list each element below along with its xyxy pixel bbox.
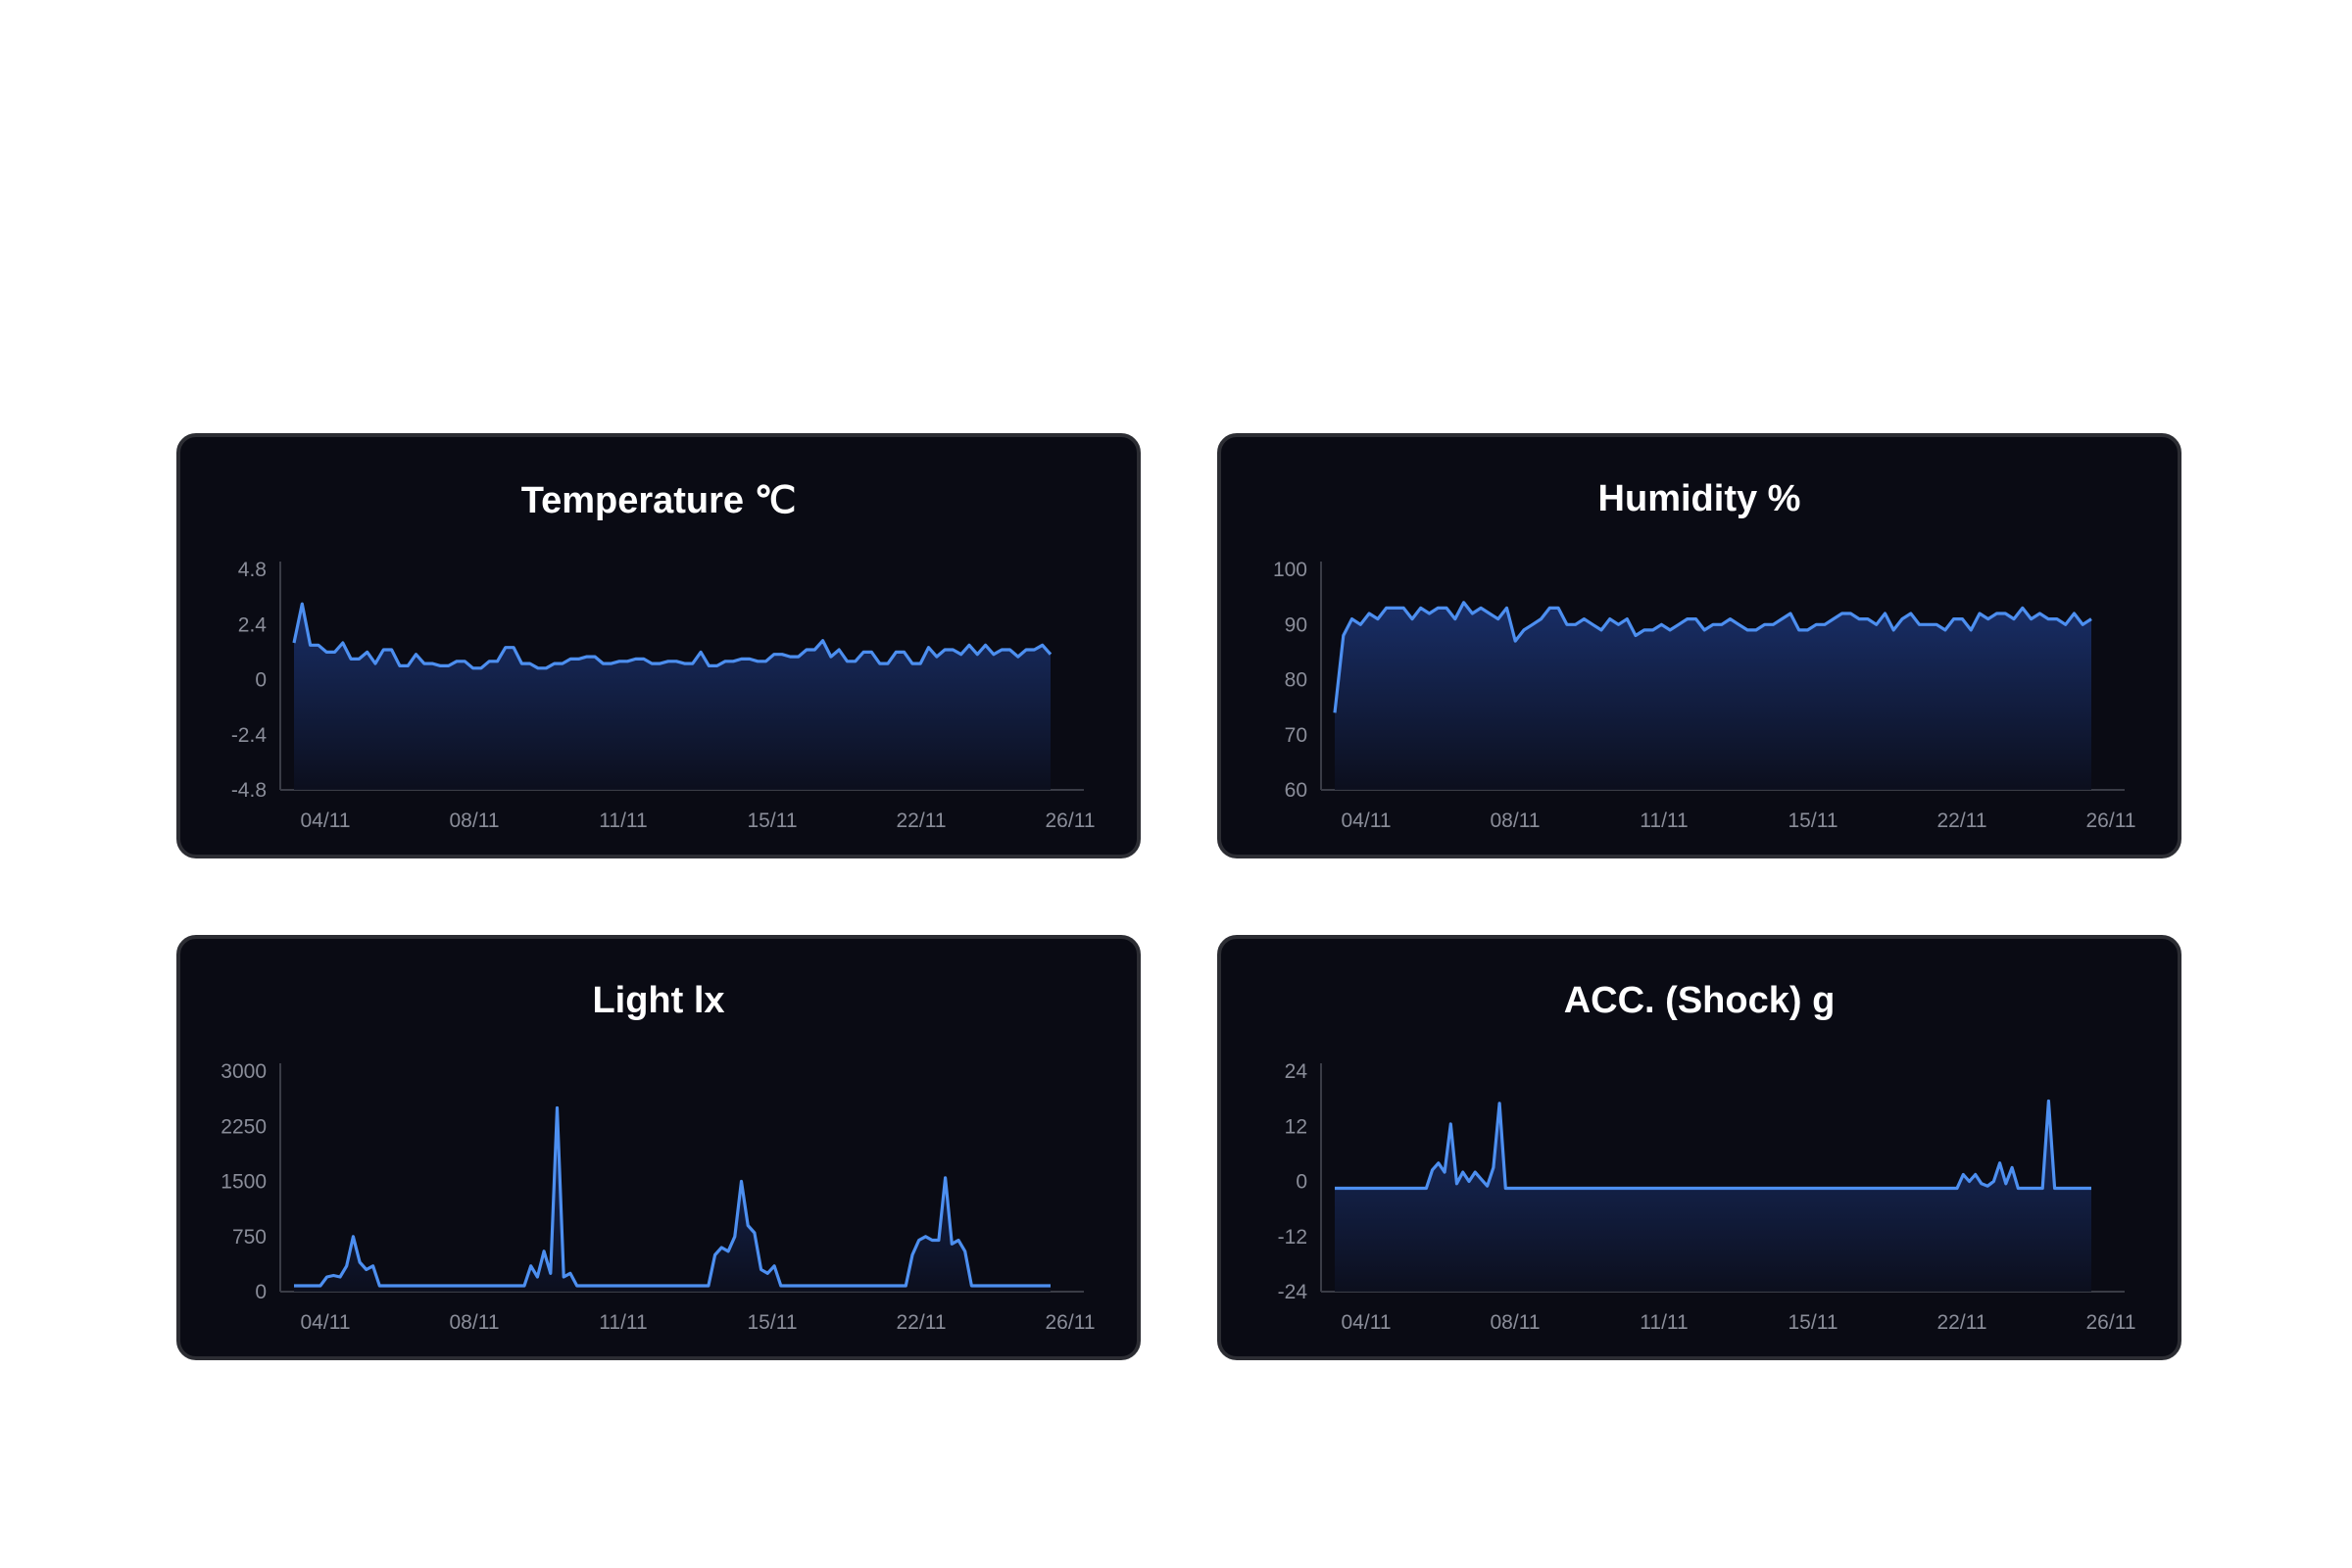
- temperature-chart: 4.8 2.4 0 -2.4 -4.8 04/11 08/11 11/11 15/11 22/11…: [231, 559, 1096, 832]
- y-tick-label: 60: [1285, 779, 1307, 802]
- x-tick-label: 08/11: [450, 1311, 500, 1334]
- humidity-chart-card: Humidity % 100 90 80 70 60 04/11 08/11 11/11 15/…: [1217, 433, 2181, 858]
- series-area: [1335, 602, 2091, 790]
- y-tick-label: 12: [1285, 1115, 1307, 1138]
- y-tick-label: 0: [255, 669, 267, 692]
- x-tick-label: 26/11: [2086, 1311, 2136, 1334]
- light-chart-card: Light lx 3000 2250 1500 750 0 04/11 08/11 11/11…: [176, 935, 1141, 1360]
- series-area: [294, 604, 1051, 790]
- chart-title: Temperature ℃: [520, 480, 797, 521]
- x-tick-label: 15/11: [748, 1311, 798, 1334]
- y-tick-label: 80: [1285, 669, 1307, 692]
- x-tick-label: 11/11: [1640, 809, 1688, 832]
- x-tick-label: 11/11: [599, 1311, 647, 1334]
- y-tick-label: 0: [255, 1281, 267, 1303]
- light-chart: 3000 2250 1500 750 0 04/11 08/11 11/11 15/11 22/1…: [220, 1060, 1096, 1334]
- x-tick-label: 15/11: [1788, 1311, 1838, 1334]
- x-tick-label: 04/11: [301, 809, 351, 832]
- y-tick-label: 2.4: [238, 613, 268, 636]
- series-area: [294, 1107, 1051, 1292]
- y-tick-label: -24: [1278, 1281, 1308, 1303]
- x-tick-label: 08/11: [450, 809, 500, 832]
- x-tick-label: 26/11: [1046, 1311, 1096, 1334]
- y-tick-label: 2250: [220, 1115, 267, 1138]
- series-area: [1335, 1101, 2091, 1292]
- y-tick-label: 90: [1285, 613, 1307, 636]
- y-tick-label: 100: [1273, 559, 1307, 581]
- humidity-chart: 100 90 80 70 60 04/11 08/11 11/11 15/11 22/11 26/1…: [1273, 559, 2136, 832]
- series-line: [1333, 601, 2092, 713]
- x-tick-label: 22/11: [1937, 809, 1987, 832]
- y-tick-label: 24: [1285, 1060, 1308, 1083]
- x-tick-label: 08/11: [1491, 1311, 1541, 1334]
- series-line: [294, 1105, 1051, 1288]
- x-tick-label: 26/11: [2086, 809, 2136, 832]
- x-tick-label: 22/11: [897, 809, 947, 832]
- chart-title: Light lx: [592, 980, 725, 1021]
- y-tick-label: 70: [1285, 724, 1307, 747]
- series-line: [1335, 1099, 2091, 1191]
- x-tick-label: 22/11: [897, 1311, 947, 1334]
- y-tick-label: 750: [232, 1226, 267, 1249]
- temperature-chart-card: Temperature ℃ 4.8 2.4 0 -2.4 -4.8 04/11 08/11 1…: [176, 433, 1141, 858]
- y-tick-label: 0: [1296, 1171, 1307, 1194]
- chart-title: ACC. (Shock) g: [1563, 980, 1836, 1021]
- y-tick-label: 3000: [220, 1060, 267, 1083]
- x-tick-label: 26/11: [1046, 809, 1096, 832]
- series-line: [292, 602, 1053, 670]
- x-tick-label: 15/11: [1788, 809, 1838, 832]
- y-tick-label: -2.4: [231, 724, 268, 747]
- x-tick-label: 22/11: [1937, 1311, 1987, 1334]
- chart-title: Humidity %: [1597, 478, 1801, 519]
- x-tick-label: 11/11: [1640, 1311, 1688, 1334]
- y-tick-label: -12: [1278, 1226, 1307, 1249]
- x-tick-label: 08/11: [1491, 809, 1541, 832]
- shock-chart-card: ACC. (Shock) g 24 12 0 -12 -24 04/11 08/11 11/1…: [1217, 935, 2181, 1360]
- x-tick-label: 04/11: [301, 1311, 351, 1334]
- x-tick-label: 04/11: [1342, 809, 1392, 832]
- y-tick-label: 4.8: [238, 559, 267, 581]
- y-tick-label: -4.8: [231, 779, 267, 802]
- x-tick-label: 04/11: [1342, 1311, 1392, 1334]
- x-tick-label: 15/11: [748, 809, 798, 832]
- y-tick-label: 1500: [220, 1171, 267, 1194]
- x-tick-label: 11/11: [599, 809, 647, 832]
- shock-chart: 24 12 0 -12 -24 04/11 08/11 11/11 15/11 22/11 26/1…: [1278, 1060, 2136, 1334]
